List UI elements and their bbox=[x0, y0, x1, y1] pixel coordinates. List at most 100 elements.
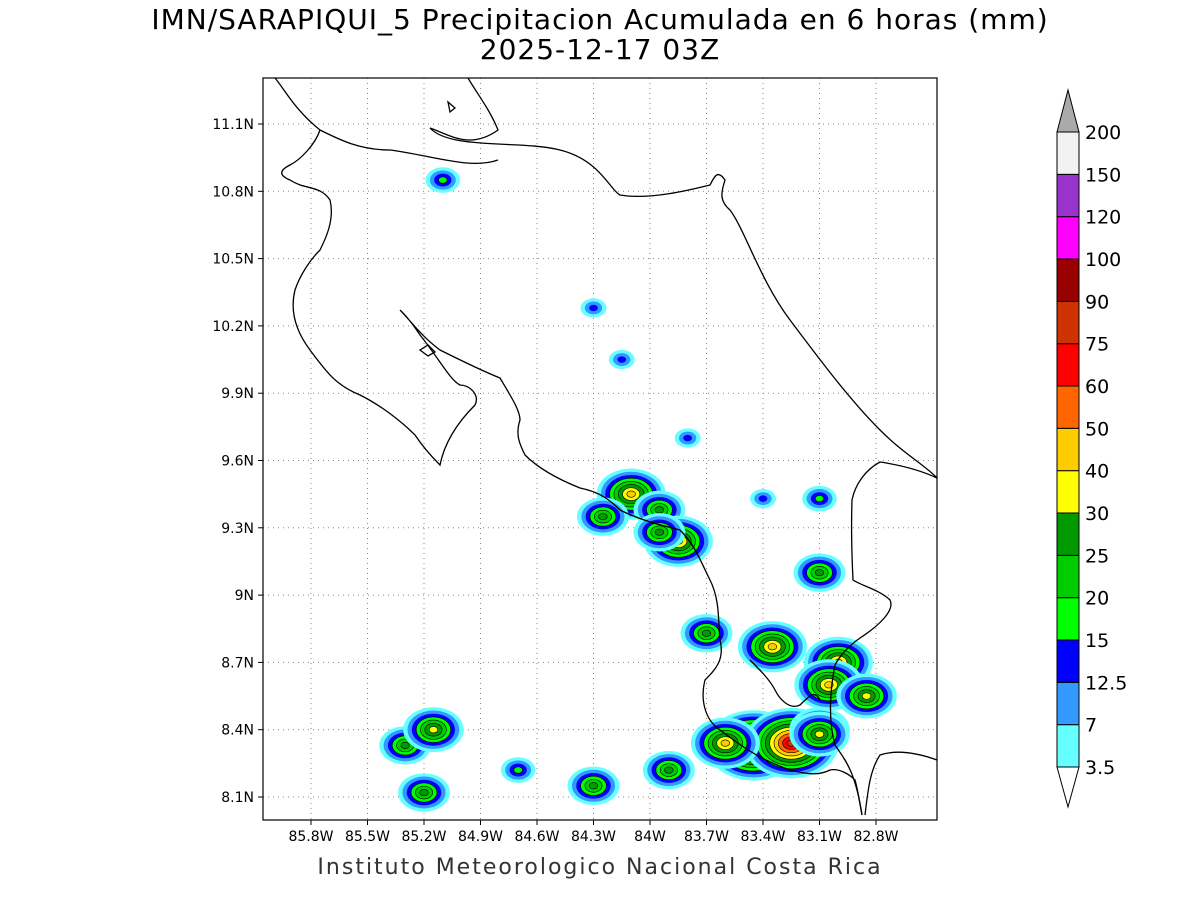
caribbean-coastline bbox=[429, 78, 937, 479]
legend-level-label: 75 bbox=[1085, 334, 1109, 356]
precip-cell bbox=[576, 497, 629, 536]
legend-level-label: 3.5 bbox=[1085, 757, 1115, 779]
precip-contour bbox=[720, 739, 730, 747]
legend-level-label: 20 bbox=[1085, 588, 1109, 610]
panama-border bbox=[829, 461, 937, 816]
precip-contour bbox=[814, 730, 825, 738]
precip-contour bbox=[513, 766, 523, 774]
lon-tick-label: 85.8W bbox=[288, 829, 333, 845]
precip-cell bbox=[425, 167, 461, 193]
legend-color-box bbox=[1056, 470, 1080, 514]
legend-color-box bbox=[1056, 258, 1080, 302]
legend-color-box bbox=[1056, 512, 1080, 556]
lon-tick-label: 85.2W bbox=[401, 829, 446, 845]
legend-color-box bbox=[1056, 131, 1080, 175]
legend-level-label: 120 bbox=[1085, 207, 1121, 229]
precip-contour bbox=[701, 629, 712, 637]
lon-tick-label: 82.8W bbox=[853, 829, 898, 845]
map-gridlines bbox=[263, 78, 937, 820]
lat-tick-label: 8.1N bbox=[221, 790, 254, 806]
pacific-coastline bbox=[281, 129, 863, 816]
legend-level-label: 60 bbox=[1085, 376, 1109, 398]
legend-level-label: 15 bbox=[1085, 630, 1109, 652]
legend-level-label: 50 bbox=[1085, 418, 1109, 440]
map-subtitle-datetime: 2025-12-17 03Z bbox=[479, 33, 721, 66]
lon-tick-label: 84.3W bbox=[571, 829, 616, 845]
lat-tick-label: 10.5N bbox=[212, 252, 254, 268]
legend-max-triangle bbox=[1056, 88, 1080, 133]
precip-cell bbox=[836, 673, 897, 719]
osa-peninsula bbox=[749, 659, 821, 707]
legend-color-box bbox=[1056, 724, 1080, 768]
precip-cell bbox=[580, 298, 607, 318]
legend-color-box bbox=[1056, 639, 1080, 683]
coastline-borders bbox=[274, 78, 937, 816]
lat-tick-label: 11.1N bbox=[212, 117, 254, 133]
legend-color-box bbox=[1056, 597, 1080, 641]
precip-contour bbox=[589, 304, 598, 312]
legend-color-box bbox=[1056, 216, 1080, 260]
lon-tick-label: 83.7W bbox=[684, 829, 729, 845]
lat-tick-label: 9.3N bbox=[221, 521, 254, 537]
precip-cell bbox=[398, 773, 450, 812]
precip-cell bbox=[737, 621, 807, 673]
precip-cell bbox=[690, 717, 760, 769]
precip-contour bbox=[861, 692, 872, 700]
map-title: IMN/SARAPIQUI_5 Precipitacion Acumulada … bbox=[151, 3, 1049, 36]
precip-cell bbox=[500, 757, 536, 783]
lon-tick-label: 84W bbox=[634, 829, 666, 845]
precip-contour bbox=[617, 356, 627, 363]
precip-contour bbox=[428, 726, 439, 734]
precip-contour bbox=[598, 513, 608, 521]
lat-tick-label: 9N bbox=[235, 588, 254, 604]
institution-credit: Instituto Meteorologico Nacional Costa R… bbox=[317, 855, 883, 880]
lat-tick-label: 10.2N bbox=[212, 319, 254, 335]
precip-cell bbox=[789, 711, 850, 757]
legend-level-label: 30 bbox=[1085, 503, 1109, 525]
precip-contour bbox=[400, 741, 410, 749]
precip-contour bbox=[758, 495, 768, 502]
legend-level-label: 25 bbox=[1085, 545, 1109, 567]
lake-nicaragua-islet bbox=[446, 100, 457, 114]
nicaragua-border bbox=[319, 129, 499, 164]
precip-cell bbox=[680, 614, 733, 653]
lat-tick-label: 8.7N bbox=[221, 655, 254, 671]
legend-color-box bbox=[1056, 554, 1080, 599]
legend-level-label: 90 bbox=[1085, 291, 1109, 313]
precip-cell bbox=[793, 553, 846, 592]
precip-cell bbox=[642, 750, 695, 790]
precip-contour bbox=[767, 643, 778, 651]
precip-contour bbox=[588, 782, 599, 790]
lon-tick-label: 83.1W bbox=[797, 829, 842, 845]
precip-cell bbox=[403, 707, 464, 753]
precip-contour bbox=[438, 176, 448, 184]
map-frame bbox=[262, 77, 938, 821]
lon-tick-label: 84.6W bbox=[514, 829, 559, 845]
legend-color-box bbox=[1056, 343, 1080, 387]
precip-contour bbox=[683, 434, 692, 442]
lat-tick-label: 8.4N bbox=[221, 723, 254, 739]
legend-color-box bbox=[1056, 173, 1080, 218]
precip-contour bbox=[654, 506, 665, 514]
precip-contour bbox=[626, 490, 636, 498]
legend-color-box bbox=[1056, 681, 1080, 726]
precip-cell bbox=[674, 428, 701, 448]
precip-contour bbox=[814, 495, 825, 503]
legend-color-box bbox=[1056, 427, 1080, 472]
lat-tick-label: 9.6N bbox=[221, 454, 254, 470]
legend-level-label: 100 bbox=[1085, 249, 1121, 271]
precip-cell bbox=[567, 766, 620, 805]
precip-cell bbox=[802, 485, 837, 512]
nicaragua-coast-upper bbox=[274, 78, 321, 131]
precip-contour bbox=[419, 789, 429, 797]
precip-cell bbox=[608, 349, 635, 370]
lon-tick-label: 84.9W bbox=[458, 829, 503, 845]
precip-cell bbox=[633, 513, 686, 552]
precip-contour bbox=[664, 766, 674, 774]
precip-contour bbox=[814, 569, 825, 577]
precip-cell bbox=[750, 489, 776, 509]
legend-min-triangle bbox=[1056, 766, 1080, 809]
legend-level-label: 7 bbox=[1085, 715, 1097, 737]
